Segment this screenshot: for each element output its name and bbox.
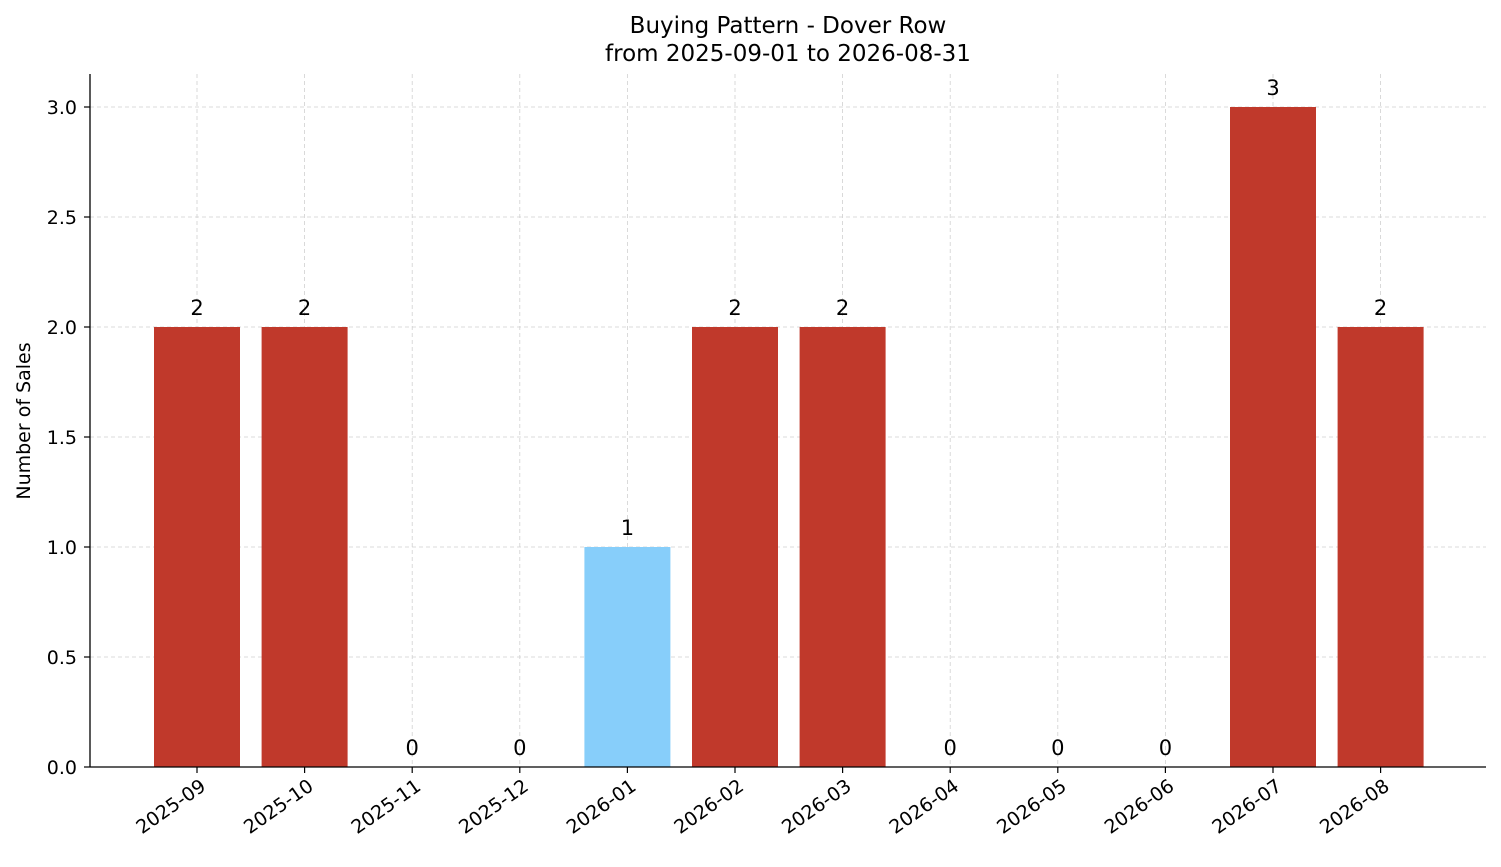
bar: [584, 547, 671, 767]
x-tick-label: 2025-09: [132, 775, 210, 839]
bar: [154, 327, 240, 767]
bar-data-label: 2: [190, 296, 203, 320]
bar-data-label: 0: [513, 736, 526, 760]
x-tick-label: 2026-05: [993, 775, 1071, 839]
x-tick-label: 2026-06: [1101, 775, 1179, 839]
bar-data-label: 3: [1266, 76, 1279, 100]
y-tick-label: 1.5: [47, 427, 77, 449]
x-tick-label: 2025-11: [347, 775, 425, 839]
bar-data-label: 2: [1374, 296, 1387, 320]
bars-layer: [154, 107, 1424, 767]
axes-layer: [89, 74, 1486, 768]
y-tick-label: 2.0: [47, 317, 77, 339]
bar-data-label: 2: [298, 296, 311, 320]
y-tick-label: 1.0: [47, 537, 77, 559]
x-tick-label: 2026-03: [778, 775, 856, 839]
x-tick-label: 2025-10: [240, 775, 318, 839]
x-tick-label: 2026-02: [670, 775, 748, 839]
bar: [1337, 327, 1424, 767]
bar-data-label: 0: [1051, 736, 1064, 760]
bar-data-label: 0: [944, 736, 957, 760]
x-tick-label: 2025-12: [455, 775, 533, 839]
y-tick-label: 0.5: [47, 647, 77, 669]
bar-data-label: 1: [621, 516, 634, 540]
x-tick-label: 2026-04: [885, 775, 963, 839]
y-tick-label: 2.5: [47, 207, 77, 229]
x-tick-label: 2026-01: [563, 775, 641, 839]
bar: [799, 327, 886, 767]
bar-data-label: 0: [406, 736, 419, 760]
bar: [1230, 107, 1316, 767]
data-labels-layer: 2 2 0 0 1 2 2 0 0 0 3 2: [190, 76, 1387, 760]
x-tick-label: 2026-08: [1316, 775, 1394, 839]
y-axis-label: Number of Sales: [13, 342, 35, 499]
y-tick-label: 0.0: [47, 757, 77, 779]
bar: [261, 327, 348, 767]
bar-data-label: 2: [836, 296, 849, 320]
chart-subtitle: from 2025-09-01 to 2026-08-31: [605, 41, 971, 67]
x-tick-label: 2026-07: [1208, 775, 1286, 839]
chart-title: Buying Pattern - Dover Row: [630, 13, 947, 39]
bar: [692, 327, 778, 767]
y-tick-label: 3.0: [47, 97, 77, 119]
bar-data-label: 2: [728, 296, 741, 320]
bar-data-label: 0: [1159, 736, 1172, 760]
